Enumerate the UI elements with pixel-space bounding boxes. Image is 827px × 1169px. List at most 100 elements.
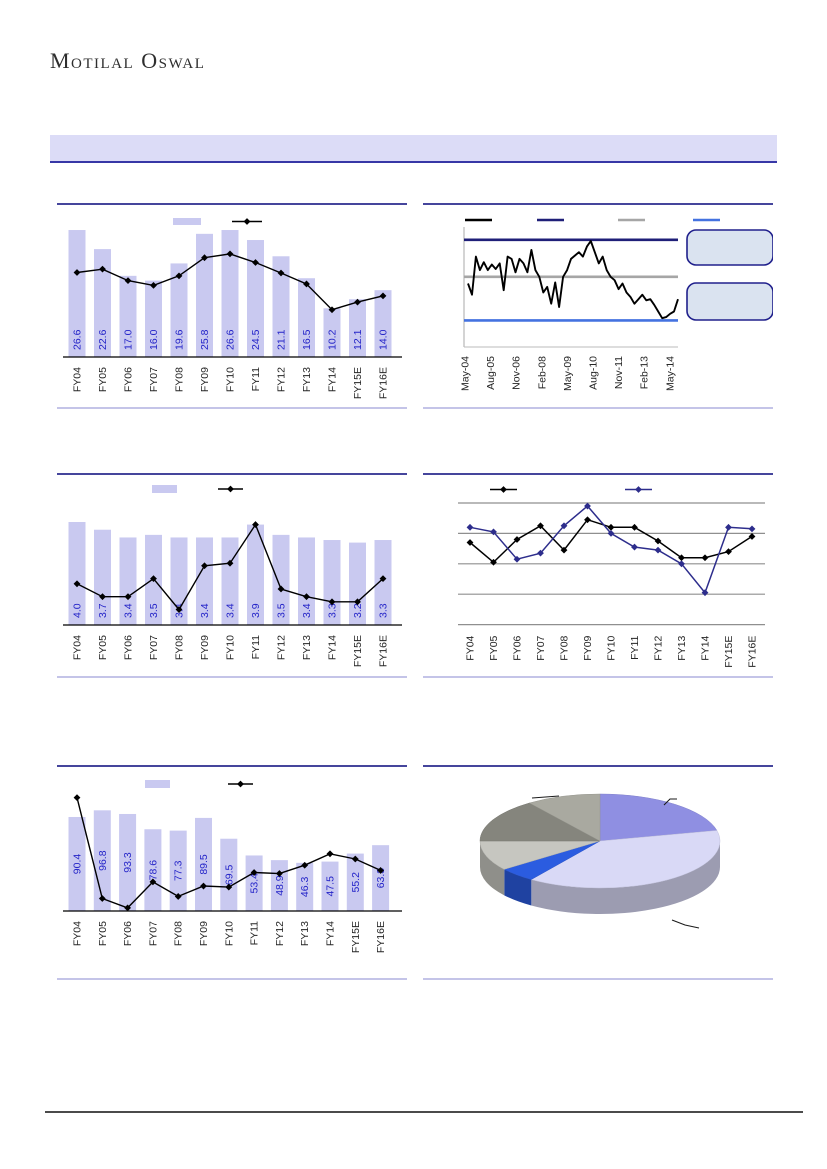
bar — [220, 838, 238, 911]
chart-top-left-bar-line: 26.6 22.6 17.0 16.0 19.6 25.8 26.6 24.5 21.1 16.5… — [57, 203, 407, 409]
overlay-series-marker — [303, 593, 310, 601]
overlay-series-marker — [379, 292, 387, 300]
bar-value-label: 3.4 — [301, 603, 313, 618]
line-legend-marker — [243, 218, 251, 225]
bar-value-label: 3.3 — [327, 603, 339, 618]
x-axis-label: FY09 — [198, 921, 210, 946]
bar — [272, 256, 290, 357]
overlay-series-marker — [201, 254, 208, 262]
bar-value-label: 17.0 — [123, 329, 135, 350]
x-axis-label: FY12 — [274, 921, 286, 946]
bar — [94, 249, 111, 357]
x-axis-label: FY10 — [225, 367, 237, 392]
series-marker-1 — [678, 554, 685, 562]
x-axis-label: FY08 — [174, 635, 186, 660]
x-axis-label: FY07 — [147, 921, 159, 946]
bar — [119, 275, 137, 357]
bar — [247, 240, 264, 357]
bar — [349, 542, 366, 625]
x-axis-label: FY09 — [199, 367, 211, 392]
line-legend-marker — [237, 780, 244, 788]
x-axis-label: FY06 — [122, 921, 134, 946]
series-marker-2 — [678, 560, 685, 568]
x-axis-label: FY15E — [723, 636, 735, 668]
x-axis-label: FY07 — [148, 635, 160, 660]
bar-legend-swatch — [145, 780, 170, 788]
bar-value-label: 47.5 — [325, 876, 337, 897]
bar — [296, 862, 314, 911]
two-series-line-chart-svg: FY04 FY05 FY06 FY07 FY08 FY09 FY10 FY11 FY12 FY13… — [458, 486, 765, 668]
pie-slice-6 — [528, 793, 601, 842]
bar — [144, 829, 162, 911]
bar — [68, 230, 86, 357]
x-axis-label: Nov-11 — [613, 356, 625, 389]
overlay-series-marker — [379, 575, 387, 583]
overlay-series-marker — [226, 250, 234, 258]
bar — [221, 230, 239, 357]
overlay-series-marker — [175, 272, 183, 280]
x-axis-label: Nov-06 — [511, 356, 523, 390]
bar — [196, 537, 213, 625]
pie-slice-side — [504, 869, 532, 906]
overlay-series-marker — [99, 593, 106, 601]
overlay-series-marker — [225, 883, 233, 891]
bar-value-label: 3.5 — [276, 603, 288, 618]
pie-slice-5 — [479, 802, 601, 842]
series-marker-2 — [701, 589, 709, 597]
chart-mid-right-two-lines: FY04 FY05 FY06 FY07 FY08 FY09 FY10 FY11 FY12 FY13… — [423, 473, 773, 678]
bar-value-label: 69.5 — [223, 864, 235, 885]
x-axis-label: FY13 — [301, 367, 313, 392]
bar-value-label: 46.3 — [299, 877, 311, 898]
series-marker-1 — [466, 539, 474, 546]
series-marker-2 — [490, 528, 497, 536]
bar — [68, 816, 86, 911]
bar — [245, 855, 263, 911]
pie-slice-4 — [479, 840, 601, 870]
bar-value-label: 3.3 — [378, 603, 390, 618]
series-marker-2 — [748, 525, 756, 533]
series-line-2 — [469, 504, 753, 595]
x-axis-label: FY13 — [676, 635, 688, 660]
bar-value-label: 4.0 — [72, 603, 84, 618]
overlay-series-marker — [73, 580, 81, 588]
pie-callout-line-3 — [671, 919, 700, 929]
bar-legend-swatch — [152, 485, 177, 493]
bar-value-label: 25.8 — [199, 329, 211, 350]
chart-bottom-left-bar-line: 90.4 96.8 93.3 78.6 77.3 89.5 69.5 53.4 48.9 46.3… — [57, 765, 407, 980]
overlay-series-marker — [150, 281, 157, 289]
x-axis-label: May-04 — [460, 356, 472, 391]
x-axis-label: FY08 — [559, 635, 571, 660]
bar — [321, 861, 339, 911]
overlay-series-marker — [354, 298, 361, 306]
x-axis-label: FY11 — [250, 367, 262, 391]
overlay-series-marker — [226, 559, 234, 567]
bar — [221, 537, 239, 625]
bar — [170, 263, 188, 357]
series-marker-1 — [560, 546, 568, 554]
x-axis-label: FY16E — [375, 921, 387, 953]
x-axis-label: FY14 — [327, 367, 339, 392]
overlay-series-marker — [174, 893, 182, 900]
line-legend-marker — [500, 486, 507, 493]
x-axis-label: FY05 — [97, 921, 109, 946]
pie-slice-1 — [599, 793, 718, 842]
x-axis-label: FY13 — [301, 635, 313, 660]
series-marker-2 — [631, 543, 638, 551]
overlay-series-marker — [328, 598, 336, 606]
bar-line-chart-svg: 4.03.73.43.53.43.43.43.93.53.43.33.23.3F… — [63, 485, 402, 667]
x-axis-label: FY16E — [747, 636, 759, 668]
overlay-series-marker — [200, 882, 207, 890]
pie-slice-side — [480, 841, 505, 896]
series-marker-2 — [654, 546, 662, 554]
overlay-series-marker — [175, 606, 183, 613]
bar-value-label: 16.5 — [301, 329, 313, 350]
bar — [374, 290, 392, 357]
bar-value-label: 3.2 — [352, 603, 364, 618]
bar — [372, 845, 390, 911]
overlay-series-marker — [303, 280, 310, 288]
x-axis-label: FY07 — [535, 635, 547, 660]
overlay-series-marker — [150, 575, 157, 583]
bar-value-label: 53.4 — [249, 873, 261, 894]
bar-value-label: 26.6 — [72, 329, 84, 350]
x-axis-label: FY12 — [276, 635, 288, 660]
